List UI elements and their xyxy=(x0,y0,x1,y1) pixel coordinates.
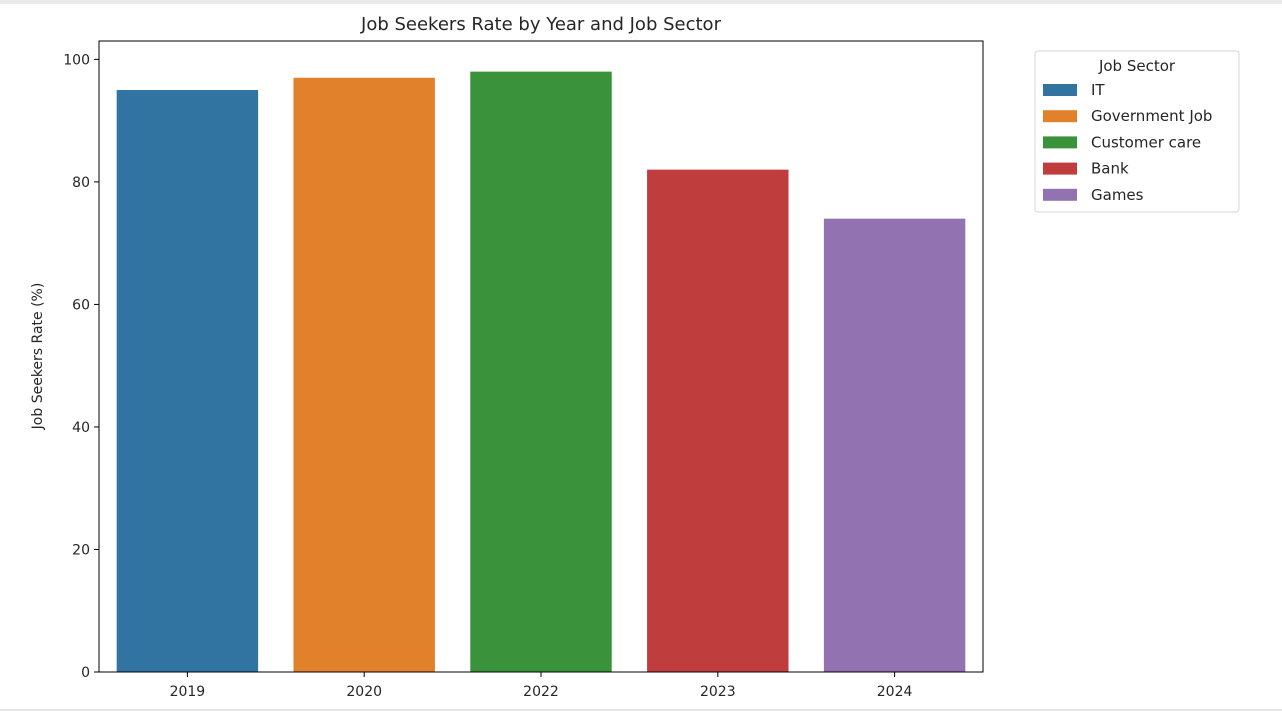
legend-label: Bank xyxy=(1091,160,1129,178)
top-divider xyxy=(0,0,1282,4)
bar-2023 xyxy=(647,169,789,672)
x-tick-label: 2022 xyxy=(523,684,559,700)
x-tick-label: 2019 xyxy=(170,684,206,700)
legend-label: Government Job xyxy=(1091,107,1212,125)
y-tick-label: 100 xyxy=(63,52,90,68)
legend-entries: IT Government Job Customer care Bank Games xyxy=(1043,81,1212,204)
legend-label: IT xyxy=(1091,81,1105,99)
legend-box xyxy=(1034,50,1240,213)
y-tick-label: 60 xyxy=(72,297,90,313)
bars-layer xyxy=(116,71,966,673)
legend-swatch xyxy=(1043,110,1077,123)
legend-swatch xyxy=(1043,162,1077,175)
bar-2020 xyxy=(293,77,435,673)
legend-swatch xyxy=(1043,136,1077,149)
legend-label: Customer care xyxy=(1091,133,1201,151)
x-tick-label: 2024 xyxy=(877,684,913,700)
y-tick-label: 80 xyxy=(72,175,90,191)
y-tick-label: 0 xyxy=(81,665,90,681)
legend-label: Games xyxy=(1091,186,1144,204)
bottom-divider xyxy=(0,709,1282,711)
x-tick-label: 2023 xyxy=(700,684,736,700)
y-tick-label: 40 xyxy=(72,420,90,436)
y-axis-label: Job Seekers Rate (%) xyxy=(30,283,46,431)
bar-2022 xyxy=(470,71,612,673)
y-ticks: 0 20 40 60 80 100 xyxy=(63,52,99,681)
bar-2024 xyxy=(823,218,966,672)
legend-swatch xyxy=(1043,188,1077,201)
legend: Job Sector IT Government Job Customer care… xyxy=(1034,50,1240,213)
bar-2019 xyxy=(116,90,259,673)
x-tick-label: 2020 xyxy=(346,684,382,700)
chart-title: Job Seekers Rate by Year and Job Sector xyxy=(360,14,722,35)
legend-swatch xyxy=(1043,84,1077,96)
plot-area-border xyxy=(98,40,984,673)
y-tick-label: 20 xyxy=(72,542,90,558)
legend-title: Job Sector xyxy=(1098,57,1176,75)
x-ticks: 2019 2020 2022 2023 2024 xyxy=(170,672,913,700)
